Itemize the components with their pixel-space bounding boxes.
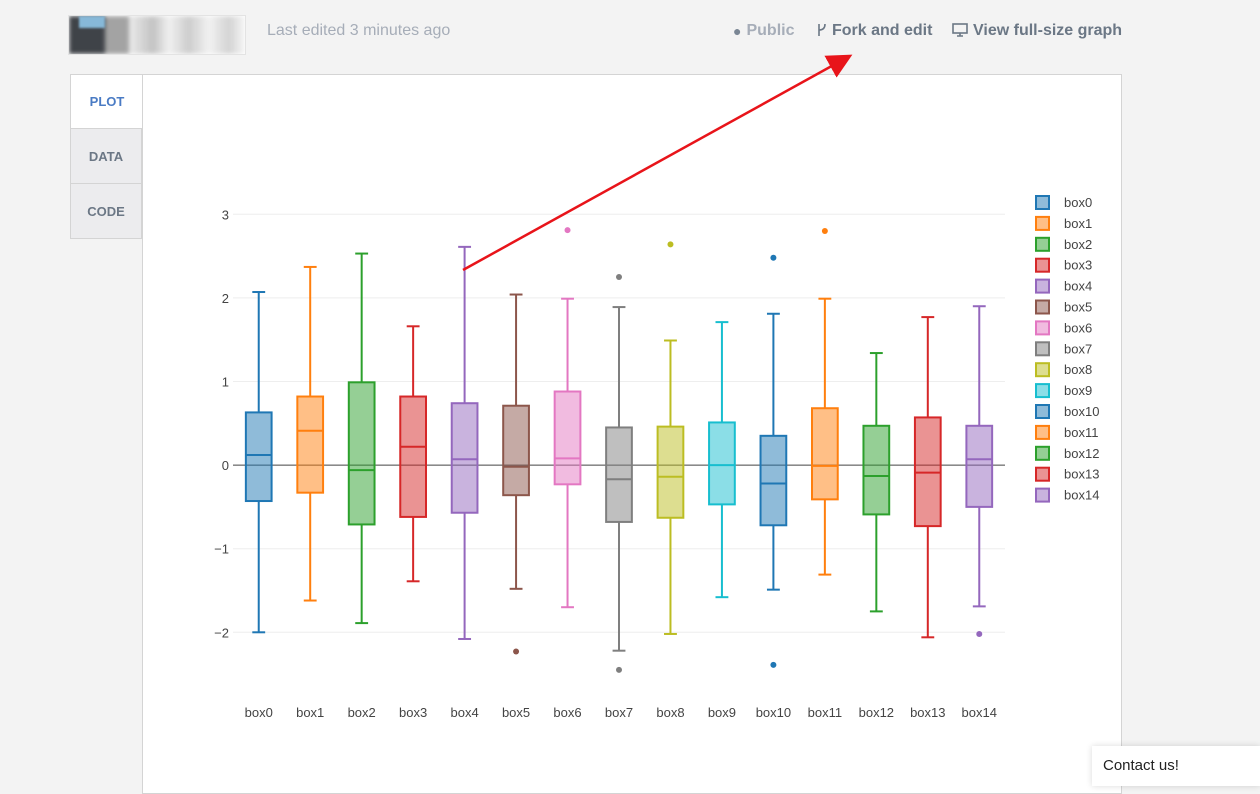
legend-swatch[interactable] bbox=[1035, 362, 1050, 378]
contact-us-button[interactable]: Contact us! bbox=[1092, 746, 1260, 786]
x-tick-label: box10 bbox=[756, 705, 791, 720]
x-tick-label: box11 bbox=[808, 705, 842, 720]
x-tick-label: box0 bbox=[245, 705, 273, 720]
public-label: Public bbox=[746, 22, 795, 39]
tab-data[interactable]: DATA bbox=[70, 129, 142, 184]
x-tick-label: box2 bbox=[348, 705, 376, 720]
top-bar: Last edited 3 minutes ago ● Public Fork … bbox=[0, 0, 1260, 70]
box-box0[interactable] bbox=[244, 411, 273, 503]
fork-and-edit-link[interactable]: Fork and edit bbox=[817, 22, 932, 40]
box-box8[interactable] bbox=[656, 425, 685, 519]
x-tick-label: box3 bbox=[399, 705, 427, 720]
outlier-point[interactable] bbox=[513, 648, 520, 655]
x-tick-label: box13 bbox=[910, 705, 945, 720]
legend-swatch[interactable] bbox=[1035, 383, 1050, 399]
legend-label[interactable]: box7 bbox=[1064, 341, 1092, 356]
view-tabs: PLOT DATA CODE bbox=[70, 74, 143, 239]
y-tick-label: 3 bbox=[222, 207, 229, 222]
legend-label[interactable]: box10 bbox=[1064, 404, 1099, 419]
tab-plot[interactable]: PLOT bbox=[70, 74, 143, 129]
legend-label[interactable]: box2 bbox=[1064, 237, 1092, 252]
legend-label[interactable]: box3 bbox=[1064, 258, 1092, 273]
x-tick-label: box14 bbox=[962, 705, 997, 720]
x-tick-label: box7 bbox=[605, 705, 633, 720]
legend-label[interactable]: box8 bbox=[1064, 362, 1092, 377]
legend-swatch[interactable] bbox=[1035, 278, 1050, 294]
public-link[interactable]: ● Public bbox=[733, 22, 794, 40]
outlier-point[interactable] bbox=[770, 661, 777, 668]
outlier-point[interactable] bbox=[976, 630, 983, 637]
x-tick-label: box8 bbox=[656, 705, 684, 720]
legend-label[interactable]: box9 bbox=[1064, 383, 1092, 398]
outlier-point[interactable] bbox=[616, 273, 622, 280]
legend-label[interactable]: box1 bbox=[1064, 216, 1092, 231]
legend-swatch[interactable] bbox=[1035, 424, 1050, 440]
y-tick-label: −2 bbox=[214, 625, 229, 640]
last-edited-text: Last edited 3 minutes ago bbox=[267, 22, 451, 39]
tab-data-label: DATA bbox=[88, 148, 124, 164]
view-full-size-graph-link[interactable]: View full-size graph bbox=[952, 22, 1122, 40]
fork-icon bbox=[817, 23, 827, 40]
outlier-point[interactable] bbox=[821, 227, 828, 234]
y-tick-label: 0 bbox=[222, 458, 229, 473]
legend-swatch[interactable] bbox=[1035, 341, 1050, 357]
x-tick-label: box12 bbox=[859, 705, 894, 720]
legend-swatch[interactable] bbox=[1035, 257, 1050, 273]
legend-label[interactable]: box6 bbox=[1064, 320, 1092, 335]
box-box6[interactable] bbox=[553, 390, 582, 486]
tab-plot-label: PLOT bbox=[89, 94, 125, 109]
user-avatar-blurred[interactable] bbox=[68, 15, 246, 55]
tab-code-label: CODE bbox=[87, 203, 125, 219]
legend-swatch[interactable] bbox=[1035, 466, 1050, 482]
box-box5[interactable] bbox=[502, 404, 530, 497]
fork-label: Fork and edit bbox=[832, 22, 933, 39]
box-plot-chart: 3 2 1 0 −1 −2 box0 box0 box1 box1 box2 box2 box3 box3… bbox=[214, 195, 1099, 720]
legend-swatch[interactable] bbox=[1035, 299, 1050, 315]
legend-swatch[interactable] bbox=[1035, 404, 1050, 419]
box-box3[interactable] bbox=[399, 395, 427, 518]
legend-swatch[interactable] bbox=[1035, 215, 1050, 231]
y-tick-label: 1 bbox=[222, 374, 229, 389]
box-box4[interactable] bbox=[450, 402, 479, 514]
box-box7[interactable] bbox=[605, 426, 633, 523]
box-box14[interactable] bbox=[965, 424, 994, 508]
box-box1[interactable] bbox=[296, 395, 325, 494]
legend-label[interactable]: box5 bbox=[1064, 300, 1092, 315]
box-box12[interactable] bbox=[862, 424, 891, 516]
x-tick-label: box9 bbox=[708, 705, 736, 720]
legend-swatch[interactable] bbox=[1035, 195, 1050, 210]
legend-label[interactable]: box13 bbox=[1064, 467, 1099, 482]
legend-label[interactable]: box11 bbox=[1064, 425, 1098, 440]
legend-swatch[interactable] bbox=[1035, 236, 1050, 252]
plot-panel: 3 2 1 0 −1 −2 box0 box0 box1 box1 box2 box2 box3 box3… bbox=[142, 74, 1122, 794]
box-box11[interactable] bbox=[811, 407, 839, 501]
x-tick-label: box6 bbox=[553, 705, 581, 720]
box-box2[interactable] bbox=[347, 381, 376, 526]
globe-icon: ● bbox=[733, 23, 742, 39]
legend-swatch[interactable] bbox=[1035, 445, 1050, 461]
x-tick-label: box4 bbox=[450, 705, 478, 720]
y-tick-label: −1 bbox=[214, 542, 229, 557]
legend-swatch[interactable] bbox=[1035, 487, 1050, 503]
x-tick-label: box1 bbox=[296, 705, 324, 720]
outlier-point[interactable] bbox=[667, 241, 674, 248]
legend-label[interactable]: box14 bbox=[1064, 488, 1099, 503]
legend-label[interactable]: box12 bbox=[1064, 446, 1099, 461]
y-tick-label: 2 bbox=[222, 291, 229, 306]
tab-code[interactable]: CODE bbox=[70, 184, 142, 239]
legend-swatch[interactable] bbox=[1035, 320, 1050, 336]
x-tick-label: box5 bbox=[502, 705, 530, 720]
fullsize-label: View full-size graph bbox=[973, 22, 1123, 39]
monitor-icon bbox=[952, 22, 968, 40]
contact-us-label: Contact us! bbox=[1103, 757, 1179, 774]
box-box9[interactable] bbox=[708, 421, 736, 506]
outlier-point[interactable] bbox=[616, 666, 622, 673]
outlier-point[interactable] bbox=[564, 227, 571, 234]
box-box10[interactable] bbox=[759, 434, 788, 527]
legend-label[interactable]: box0 bbox=[1064, 195, 1092, 210]
legend-label[interactable]: box4 bbox=[1064, 279, 1092, 294]
outlier-point[interactable] bbox=[770, 254, 777, 261]
